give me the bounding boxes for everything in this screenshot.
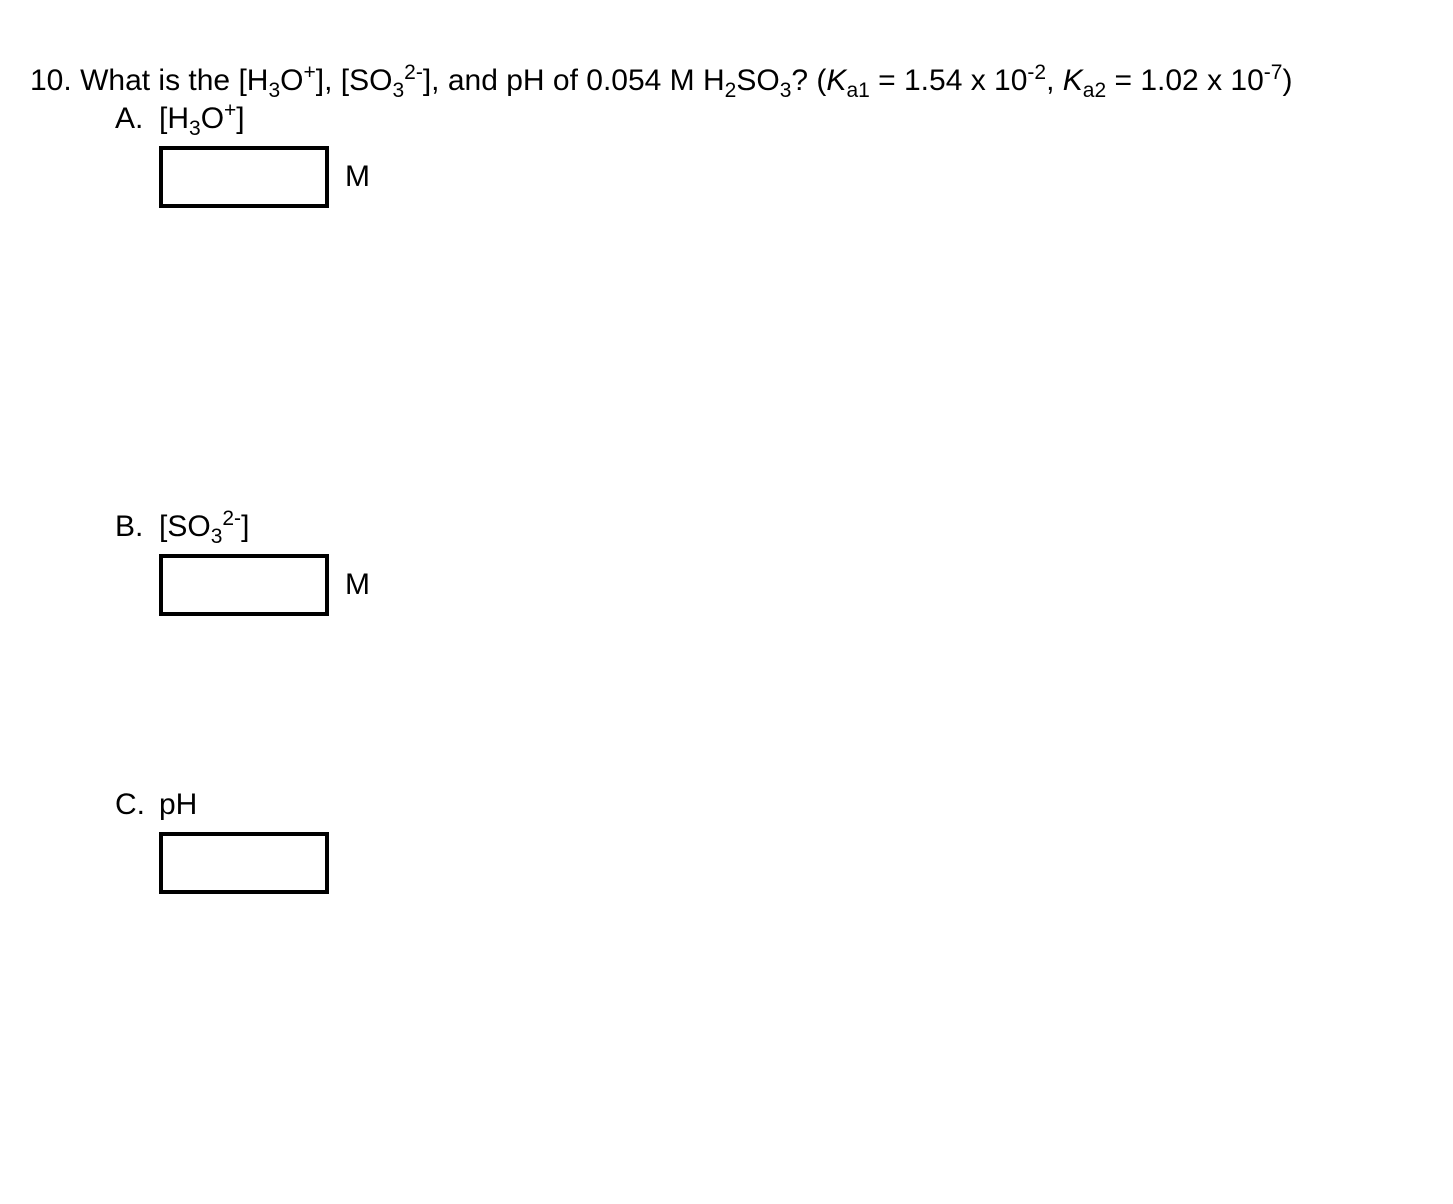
worksheet-page: 10. What is the [H3O+], [SO32-], and pH … — [0, 0, 1453, 1204]
ka2-sub: a2 — [1083, 79, 1106, 102]
ka2-exp: -7 — [1264, 61, 1283, 84]
so3-sup: 2- — [404, 61, 423, 84]
question-stem: 10. What is the [H3O+], [SO32-], and pH … — [30, 62, 1453, 100]
part-a-letter: A. — [115, 102, 159, 136]
stem-q: ? ( — [791, 64, 826, 97]
ka1-eq: = 1.54 x 10 — [870, 64, 1028, 97]
part-c-text: pH — [159, 788, 197, 821]
part-a-answer-row: M — [159, 146, 1453, 208]
part-b-answer-input[interactable] — [159, 554, 329, 616]
stem-close: ) — [1282, 64, 1292, 97]
part-b: B.[SO32-] M — [115, 510, 1453, 616]
part-a-unit: M — [345, 160, 370, 194]
h3o-sup: + — [304, 61, 316, 84]
h2so3-sub2: 3 — [780, 79, 792, 102]
part-a-species-prefix: [H — [159, 102, 189, 135]
part-b-label: B.[SO32-] — [115, 510, 1453, 544]
part-a-label: A.[H3O+] — [115, 102, 1453, 136]
part-a-species-sup: + — [224, 99, 236, 122]
question-number: 10. — [30, 64, 72, 97]
ka1-exp: -2 — [1027, 61, 1046, 84]
part-c-letter: C. — [115, 788, 159, 822]
ka2-eq: = 1.02 x 10 — [1106, 64, 1264, 97]
part-c-answer-input[interactable] — [159, 832, 329, 894]
ka2-label: K — [1063, 64, 1083, 97]
stem-text-2: ], [SO — [316, 64, 393, 97]
part-a-species-sub: 3 — [189, 117, 201, 140]
part-a: A.[H3O+] M — [115, 102, 1453, 208]
h2so3-mid: SO — [736, 64, 779, 97]
part-c: C.pH — [115, 788, 1453, 894]
part-a-answer-input[interactable] — [159, 146, 329, 208]
ka-sep: , — [1046, 64, 1063, 97]
part-b-species-sup: 2- — [222, 507, 241, 530]
part-b-letter: B. — [115, 510, 159, 544]
h2so3-sub1: 2 — [725, 79, 737, 102]
h3o-sub: 3 — [268, 79, 280, 102]
part-c-label: C.pH — [115, 788, 1453, 822]
stem-text-o: O — [280, 64, 303, 97]
ka1-label: K — [826, 64, 846, 97]
stem-text-1: What is the [H — [80, 64, 268, 97]
part-b-unit: M — [345, 568, 370, 602]
part-b-answer-row: M — [159, 554, 1453, 616]
spacer — [30, 208, 1453, 508]
so3-sub: 3 — [392, 79, 404, 102]
part-a-species-mid: O — [201, 102, 224, 135]
part-b-species-sub: 3 — [211, 525, 223, 548]
part-b-species-suffix: ] — [241, 510, 249, 543]
part-b-species-prefix: [SO — [159, 510, 211, 543]
part-a-species-suffix: ] — [236, 102, 244, 135]
part-c-answer-row — [159, 832, 1453, 894]
spacer — [30, 616, 1453, 786]
stem-text-3: ], and pH of 0.054 M H — [423, 64, 725, 97]
ka1-sub: a1 — [846, 79, 869, 102]
